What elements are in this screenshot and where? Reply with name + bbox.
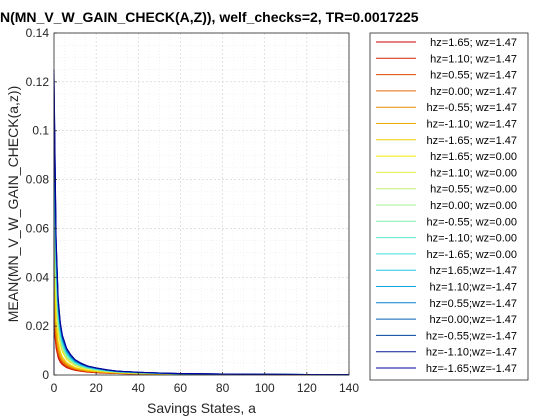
chart-title: N(MN_V_W_GAIN_CHECK(A,Z)), welf_checks=2… <box>0 9 419 25</box>
legend-label-13: hz=-1.65; wz=0.00 <box>426 249 517 261</box>
plot-border <box>53 32 350 376</box>
legend-label-3: hz=0.00; wz=1.47 <box>430 86 517 98</box>
legend-label-2: hz=0.55; wz=1.47 <box>430 70 517 82</box>
x-axis-label: Savings States, a <box>147 400 256 416</box>
legend-label-17: hz=0.00;wz=-1.47 <box>430 314 517 326</box>
x-tick-label: 0 <box>51 381 58 395</box>
y-axis-label: MEAN(MN_V_W_GAIN_CHECK(a,z)) <box>5 86 21 322</box>
x-tick-label: 140 <box>339 381 359 395</box>
legend-label-20: hz=-1.65;wz=-1.47 <box>426 363 517 375</box>
legend-label-5: hz=-1.10; wz=1.47 <box>426 119 517 131</box>
legend-label-0: hz=1.65; wz=1.47 <box>430 37 517 49</box>
y-tick-label: 0 <box>42 368 49 382</box>
legend-label-9: hz=0.55; wz=0.00 <box>430 184 517 196</box>
legend-label-15: hz=1.10;wz=-1.47 <box>430 282 517 294</box>
x-tick-label: 80 <box>216 381 230 395</box>
legend-label-19: hz=-1.10;wz=-1.47 <box>426 347 517 359</box>
x-tick-label: 40 <box>132 381 146 395</box>
y-tick-label: 0.04 <box>26 270 50 284</box>
axis-ticks: 0 20 40 60 80 100 120 140 0 0.02 0.04 0.06 0.08 0.1 0.… <box>26 26 360 395</box>
legend-label-6: hz=-1.65; wz=1.47 <box>426 135 517 147</box>
legend-label-8: hz=1.10; wz=0.00 <box>430 167 517 179</box>
legend-label-14: hz=1.65;wz=-1.47 <box>430 265 517 277</box>
legend-label-16: hz=0.55;wz=-1.47 <box>430 298 517 310</box>
legend-label-12: hz=-1.10; wz=0.00 <box>426 233 517 245</box>
y-tick-label: 0.1 <box>32 124 49 138</box>
x-tick-label: 20 <box>89 381 103 395</box>
legend-label-4: hz=-0.55; wz=1.47 <box>426 102 517 114</box>
grid-lines <box>53 32 350 376</box>
legend: hz=1.65; wz=1.47 hz=1.10; wz=1.47 hz=0.55;… <box>369 32 529 381</box>
x-tick-label: 120 <box>297 381 317 395</box>
legend-label-10: hz=0.00; wz=0.00 <box>430 200 517 212</box>
x-tick-label: 60 <box>174 381 188 395</box>
legend-label-1: hz=1.10; wz=1.47 <box>430 53 517 65</box>
y-tick-label: 0.08 <box>26 173 50 187</box>
x-tick-label: 100 <box>255 381 275 395</box>
y-tick-label: 0.14 <box>26 26 50 40</box>
legend-label-11: hz=-0.55; wz=0.00 <box>426 216 517 228</box>
y-tick-label: 0.02 <box>26 319 50 333</box>
y-tick-label: 0.06 <box>26 221 50 235</box>
legend-label-7: hz=1.65; wz=0.00 <box>430 151 517 163</box>
y-tick-label: 0.12 <box>26 75 50 89</box>
series-line-20 <box>53 69 350 376</box>
legend-label-18: hz=-0.55;wz=-1.47 <box>426 330 517 342</box>
series-lines <box>53 69 350 376</box>
